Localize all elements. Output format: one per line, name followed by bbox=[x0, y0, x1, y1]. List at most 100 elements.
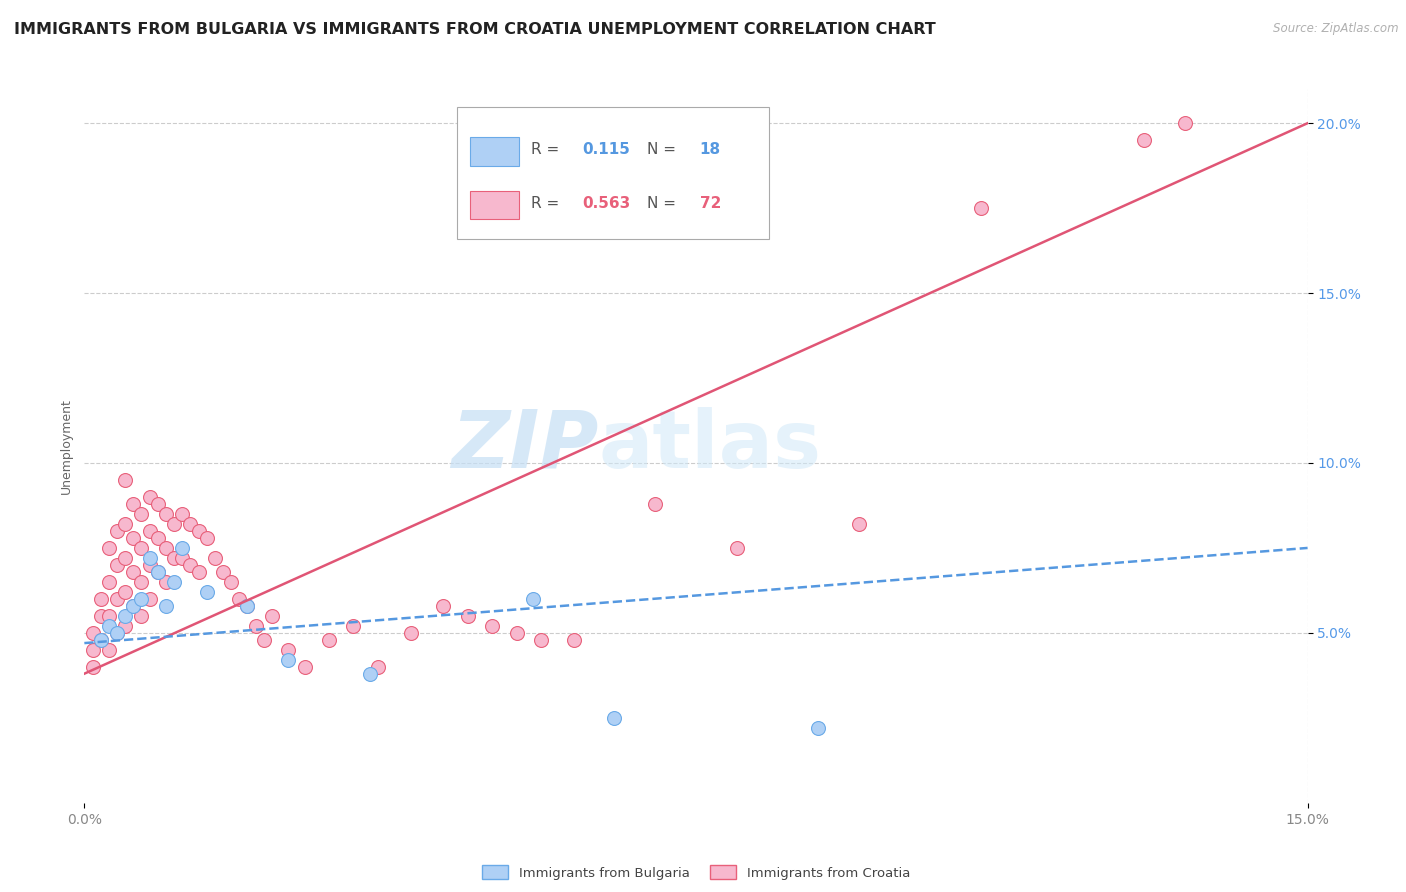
Point bbox=[105, 626, 128, 640]
Point bbox=[807, 721, 830, 735]
Point bbox=[82, 643, 104, 657]
Point bbox=[253, 632, 276, 647]
Point bbox=[90, 632, 112, 647]
Point bbox=[505, 626, 527, 640]
Point bbox=[155, 507, 177, 521]
Point bbox=[138, 558, 160, 572]
Text: N =: N = bbox=[647, 196, 681, 211]
Point bbox=[644, 497, 666, 511]
Point bbox=[457, 608, 479, 623]
Point bbox=[97, 619, 120, 633]
Text: 18: 18 bbox=[700, 143, 721, 157]
Point bbox=[359, 666, 381, 681]
Point bbox=[138, 490, 160, 504]
FancyBboxPatch shape bbox=[457, 107, 769, 239]
Text: N =: N = bbox=[647, 143, 681, 157]
Point bbox=[179, 558, 201, 572]
Point bbox=[122, 599, 145, 613]
Text: ZIP: ZIP bbox=[451, 407, 598, 485]
Point bbox=[187, 565, 209, 579]
Point bbox=[105, 558, 128, 572]
Point bbox=[195, 531, 218, 545]
Point bbox=[114, 517, 136, 532]
Text: 0.563: 0.563 bbox=[582, 196, 630, 211]
Point bbox=[90, 608, 112, 623]
Point bbox=[105, 626, 128, 640]
Point bbox=[163, 551, 186, 566]
Point bbox=[131, 541, 153, 555]
Point bbox=[522, 591, 544, 606]
Point bbox=[114, 551, 136, 566]
Point bbox=[1133, 133, 1156, 147]
Point bbox=[146, 565, 169, 579]
Point bbox=[163, 574, 186, 589]
Point bbox=[236, 599, 259, 613]
Point bbox=[114, 473, 136, 487]
Point bbox=[146, 531, 169, 545]
Text: Source: ZipAtlas.com: Source: ZipAtlas.com bbox=[1274, 22, 1399, 36]
Text: 72: 72 bbox=[700, 196, 721, 211]
Point bbox=[131, 608, 153, 623]
Point bbox=[131, 574, 153, 589]
Point bbox=[172, 507, 194, 521]
Point bbox=[90, 591, 112, 606]
Point bbox=[236, 599, 259, 613]
Point bbox=[195, 585, 218, 599]
Point bbox=[294, 660, 316, 674]
FancyBboxPatch shape bbox=[470, 191, 519, 219]
Point bbox=[155, 599, 177, 613]
Point bbox=[82, 660, 104, 674]
Point bbox=[90, 632, 112, 647]
Point bbox=[97, 608, 120, 623]
Point bbox=[131, 507, 153, 521]
Point bbox=[105, 524, 128, 538]
Point bbox=[432, 599, 454, 613]
Point bbox=[138, 551, 160, 566]
Point bbox=[399, 626, 422, 640]
Point bbox=[530, 632, 553, 647]
Point bbox=[562, 632, 585, 647]
Point bbox=[481, 619, 503, 633]
Point bbox=[172, 541, 194, 555]
Point bbox=[114, 585, 136, 599]
Point bbox=[155, 574, 177, 589]
Text: 0.115: 0.115 bbox=[582, 143, 630, 157]
Point bbox=[155, 541, 177, 555]
Point bbox=[97, 541, 120, 555]
Point bbox=[212, 565, 235, 579]
Point bbox=[179, 517, 201, 532]
Point bbox=[367, 660, 389, 674]
Y-axis label: Unemployment: Unemployment bbox=[60, 398, 73, 494]
Point bbox=[138, 591, 160, 606]
Point bbox=[122, 565, 145, 579]
Point bbox=[970, 201, 993, 215]
Text: R =: R = bbox=[531, 143, 564, 157]
Point bbox=[146, 497, 169, 511]
Point bbox=[114, 608, 136, 623]
Point bbox=[97, 574, 120, 589]
Point bbox=[146, 565, 169, 579]
Text: IMMIGRANTS FROM BULGARIA VS IMMIGRANTS FROM CROATIA UNEMPLOYMENT CORRELATION CHA: IMMIGRANTS FROM BULGARIA VS IMMIGRANTS F… bbox=[14, 22, 936, 37]
Point bbox=[318, 632, 340, 647]
Legend: Immigrants from Bulgaria, Immigrants from Croatia: Immigrants from Bulgaria, Immigrants fro… bbox=[477, 860, 915, 885]
Point bbox=[187, 524, 209, 538]
FancyBboxPatch shape bbox=[470, 137, 519, 166]
Point bbox=[848, 517, 870, 532]
Point bbox=[105, 591, 128, 606]
Point bbox=[1174, 116, 1197, 130]
Point bbox=[122, 497, 145, 511]
Text: R =: R = bbox=[531, 196, 564, 211]
Point bbox=[122, 599, 145, 613]
Point bbox=[277, 653, 299, 667]
Point bbox=[82, 626, 104, 640]
Point bbox=[204, 551, 226, 566]
Point bbox=[245, 619, 267, 633]
Point bbox=[228, 591, 250, 606]
Point bbox=[342, 619, 364, 633]
Point bbox=[260, 608, 283, 623]
Point bbox=[122, 531, 145, 545]
Point bbox=[219, 574, 242, 589]
Point bbox=[97, 643, 120, 657]
Point bbox=[114, 619, 136, 633]
Point bbox=[163, 517, 186, 532]
